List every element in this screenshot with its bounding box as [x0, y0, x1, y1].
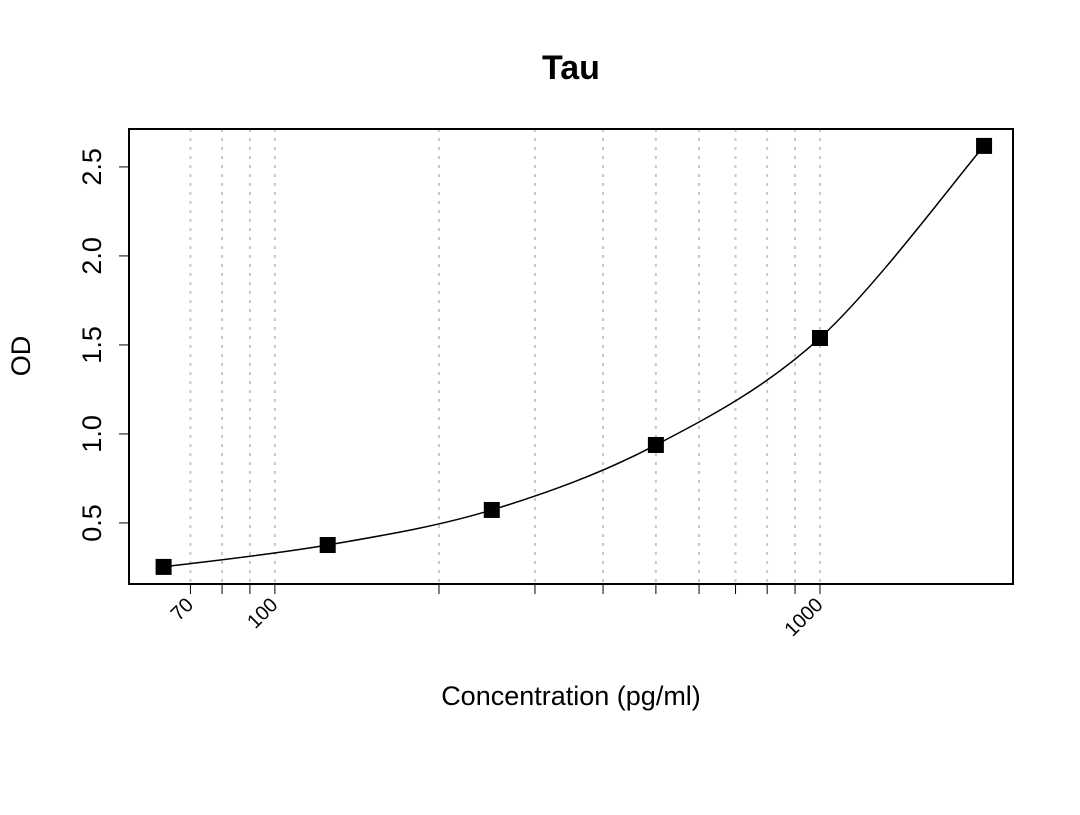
y-axis-label: OD	[6, 336, 36, 377]
y-tick-label: 2.0	[77, 237, 107, 275]
x-axis-label: Concentration (pg/ml)	[441, 681, 701, 711]
points	[155, 137, 993, 575]
x-tick-label: 100	[243, 594, 282, 633]
fit-curve	[163, 145, 985, 568]
data-point	[155, 558, 172, 575]
x-tick-label: 1000	[780, 594, 827, 641]
chart-title: Tau	[542, 49, 600, 87]
data-point	[976, 137, 993, 154]
fit-curve-layer	[163, 145, 985, 568]
plot-frame	[128, 128, 1014, 585]
x-axis: 70 100 1000	[167, 584, 828, 641]
y-tick-label: 2.5	[77, 148, 107, 186]
y-tick-label: 0.5	[77, 504, 107, 542]
data-point	[483, 501, 500, 518]
y-tick-label: 1.0	[77, 415, 107, 453]
y-axis: 0.5 1.0 1.5 2.0 2.5	[77, 148, 129, 542]
grid	[189, 129, 821, 584]
y-tick-label: 1.5	[77, 326, 107, 364]
x-tick-label: 70	[167, 594, 198, 625]
data-point	[811, 329, 828, 346]
data-point	[319, 537, 336, 554]
data-point	[647, 436, 664, 453]
